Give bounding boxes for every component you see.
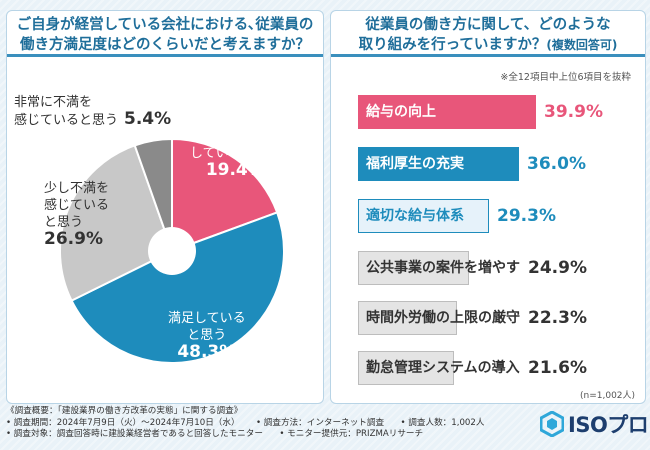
left-question-title: ご自身が経営している会社における､従業員の 働き方満足度はどのくらいだと考えます… xyxy=(7,11,323,57)
pie-slice-very-dissatisfied xyxy=(133,137,173,252)
pie-label-very-dissatisfied-line1: 非常に不満を xyxy=(14,95,93,110)
pie-value-very-satisfied: 19.4% xyxy=(205,160,265,180)
pie-value-very-dissatisfied: 5.4% xyxy=(124,109,172,129)
bar-label: 適切な給与体系 xyxy=(366,208,464,224)
left-title-line2: 働き方満足度はどのくらいだと考えますか？ xyxy=(20,37,310,53)
bar-label: 時間外労働の上限の厳守 xyxy=(366,310,520,326)
footer-line2: • 調査期間：2024年7月9日（火）～2024年7月10日（水） • 調査方法… xyxy=(6,418,484,430)
bar xyxy=(358,147,519,181)
pie-slice-very-satisfied xyxy=(171,137,279,253)
bar xyxy=(358,199,489,233)
pie-label-satisfied-line2: と思う xyxy=(187,328,227,343)
bar-value: 22.3% xyxy=(528,308,587,328)
bar-value: 24.9% xyxy=(528,258,587,278)
right-title-line2-sub: (複数回答可) xyxy=(546,38,618,52)
pie-label-very-satisfied-line1: 非常に満足 xyxy=(202,129,268,144)
pie-label-very-satisfied: 非常に満足 していると思う 19.4% xyxy=(190,128,281,179)
pie-label-slightly-dissatisfied-line3: と思う xyxy=(44,215,84,230)
pie-label-slightly-dissatisfied: 少し不満を 感じている と思う 26.9% xyxy=(44,180,109,248)
bar xyxy=(358,301,457,335)
pie-label-satisfied-line1: 満足している xyxy=(168,311,246,326)
left-title-line1: ご自身が経営している会社における､従業員の xyxy=(16,17,314,33)
survey-footer: 《調査概要：「建設業界の働き方改革の実態」に関する調査》 • 調査期間：2024… xyxy=(6,406,484,441)
pie-label-slightly-dissatisfied-line1: 少し不満を xyxy=(44,181,110,196)
footer-target: • 調査対象：調査回答時に建設業経営者であると回答したモニター xyxy=(6,429,263,439)
footer-line3: • 調査対象：調査回答時に建設業経営者であると回答したモニター • モニター提供… xyxy=(6,429,484,441)
pie-label-slightly-dissatisfied-line2: 感じている xyxy=(44,198,110,213)
bar-label: 公共事業の案件を増やす xyxy=(366,260,520,276)
bar-label: 給与の向上 xyxy=(366,104,436,120)
footer-count: • 調査人数：1,002人 xyxy=(400,417,485,428)
bar-value: 36.0% xyxy=(527,154,586,174)
pie-slice-slightly-dissatisfied xyxy=(59,144,174,302)
pie-label-very-dissatisfied-line2: 感じていると思う xyxy=(14,113,119,128)
bar xyxy=(358,251,469,285)
right-title-line2: 取り組みを行っていますか？(複数回答可) xyxy=(331,35,645,55)
pie-center-hole xyxy=(148,227,196,275)
selection-note: ※全12項目中上位6項目を抜粋 xyxy=(500,72,631,83)
bar-value: 21.6% xyxy=(528,358,587,378)
hexagon-logo-icon xyxy=(540,411,564,437)
pie-slice-satisfied xyxy=(70,211,285,364)
footer-line1: 《調査概要：「建設業界の働き方改革の実態」に関する調査》 xyxy=(6,406,243,416)
bar-label: 勤怠管理システムの導入 xyxy=(366,360,520,376)
bar-value: 29.3% xyxy=(497,206,556,226)
logo-text: ISOプロ xyxy=(568,413,649,437)
pie-label-very-satisfied-line2: していると思う xyxy=(190,146,281,161)
bar xyxy=(358,351,454,385)
footer-method: • 調査方法：インターネット調査 xyxy=(255,417,385,428)
footer-period: • 調査期間：2024年7月9日（火）～2024年7月10日（水） xyxy=(6,417,240,428)
right-title-line1: 従業員の働き方に関して、どのような xyxy=(365,17,611,33)
pie-label-satisfied: 満足している と思う 48.3% xyxy=(168,310,246,361)
bar xyxy=(358,95,536,129)
bar-label: 福利厚生の充実 xyxy=(366,156,464,172)
right-title-line2-main: 取り組みを行っていますか？ xyxy=(358,37,547,53)
right-question-title: 従業員の働き方に関して、どのような 取り組みを行っていますか？(複数回答可) xyxy=(331,11,645,57)
pie-value-slightly-dissatisfied: 26.9% xyxy=(44,229,103,249)
pie-label-very-dissatisfied: 非常に不満を 感じていると思う 5.4% xyxy=(14,94,171,129)
bar-value: 39.9% xyxy=(544,102,603,122)
footer-provider: • モニター提供元：PRIZMAリサーチ xyxy=(279,429,424,439)
sample-size-note: (n=1,002人) xyxy=(580,391,636,401)
pie-value-satisfied: 48.3% xyxy=(177,342,237,362)
iso-pro-logo: ISOプロ xyxy=(540,410,649,438)
